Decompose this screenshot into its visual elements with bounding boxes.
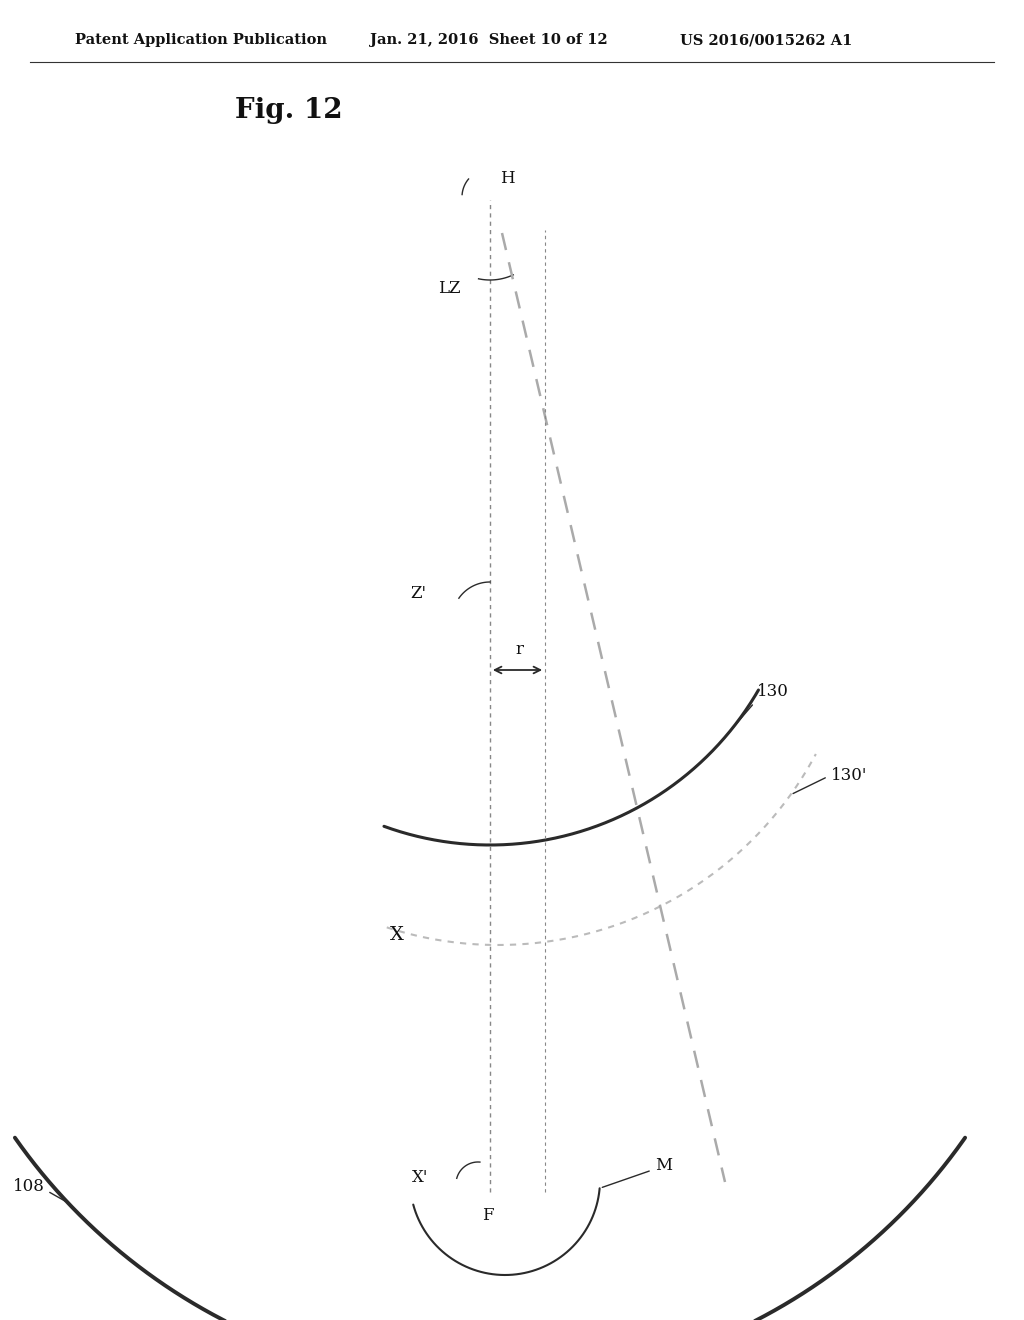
Text: Fig. 12: Fig. 12 — [234, 96, 343, 124]
Text: Jan. 21, 2016  Sheet 10 of 12: Jan. 21, 2016 Sheet 10 of 12 — [370, 33, 608, 48]
Text: Z': Z' — [410, 585, 426, 602]
Text: F: F — [482, 1206, 494, 1224]
Text: H: H — [500, 170, 515, 187]
Text: Patent Application Publication: Patent Application Publication — [75, 33, 327, 48]
Text: M: M — [602, 1158, 672, 1188]
Text: 130': 130' — [793, 767, 867, 793]
Text: LZ: LZ — [438, 280, 461, 297]
Text: X': X' — [412, 1170, 428, 1185]
Text: 108: 108 — [12, 1177, 66, 1201]
Text: X: X — [390, 927, 403, 944]
Text: US 2016/0015262 A1: US 2016/0015262 A1 — [680, 33, 852, 48]
Text: r: r — [515, 642, 523, 657]
Text: 130: 130 — [723, 682, 788, 739]
